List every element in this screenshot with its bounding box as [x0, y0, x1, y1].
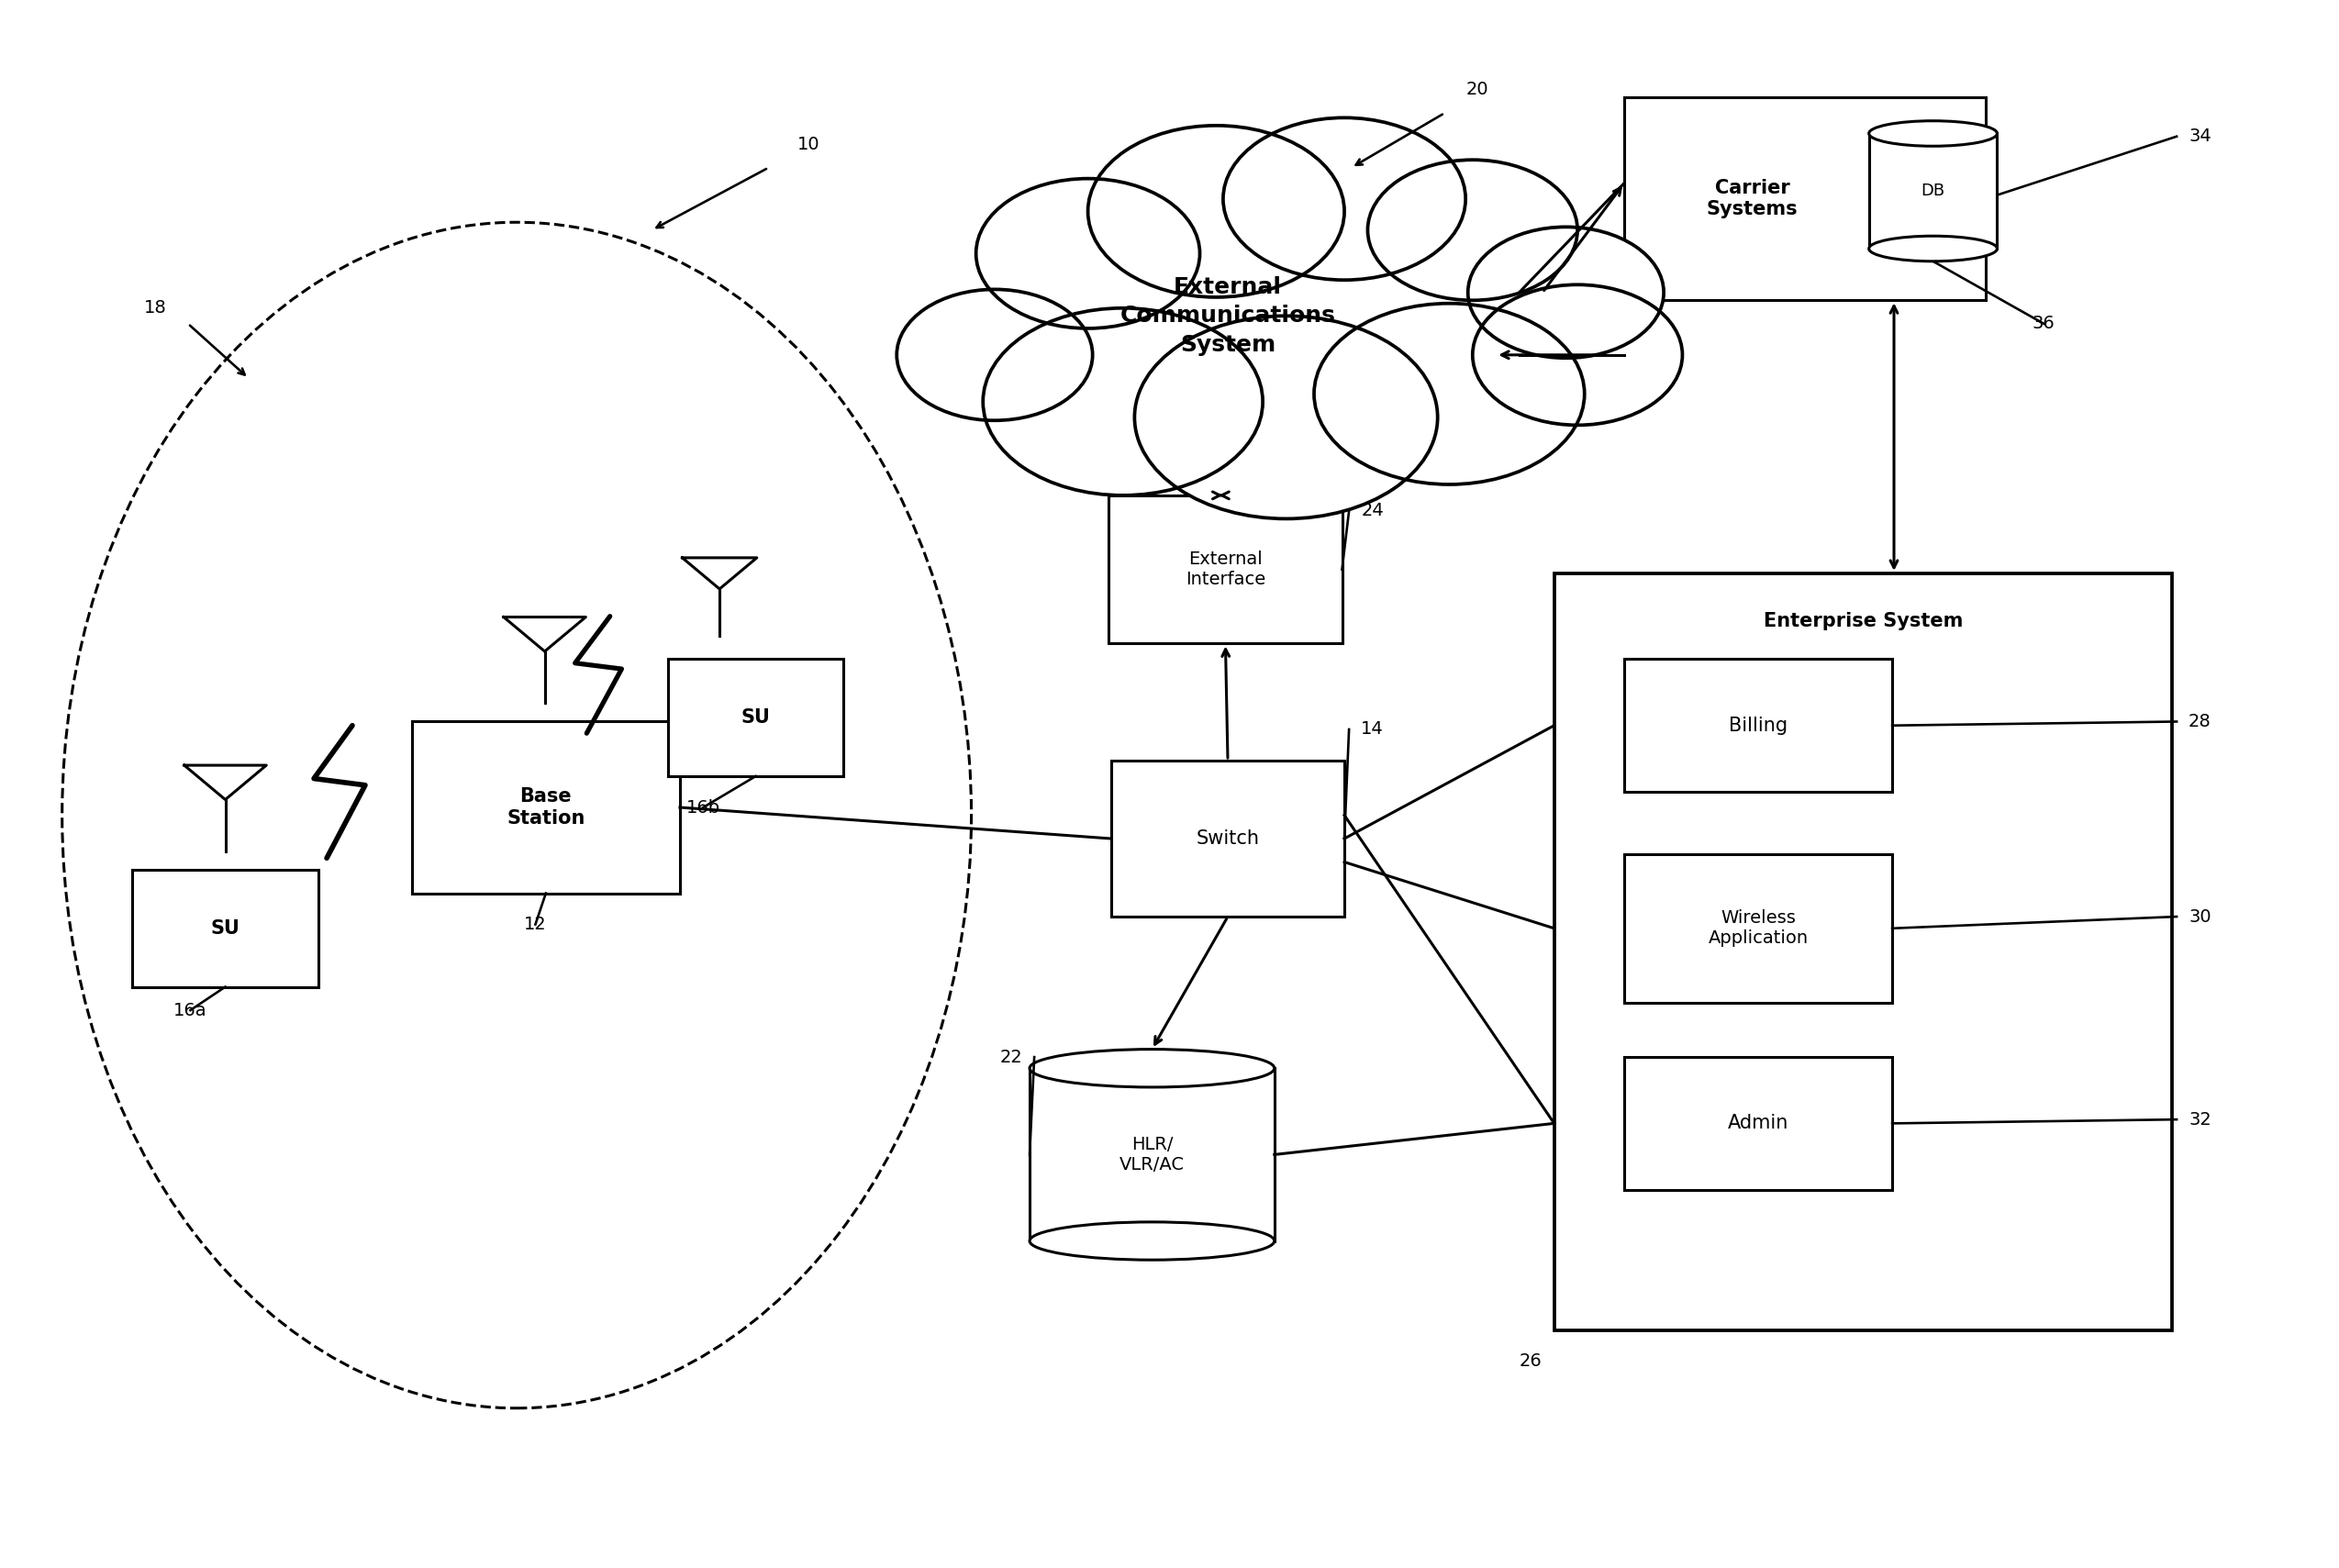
Text: 12: 12	[524, 916, 547, 933]
Ellipse shape	[1869, 121, 1998, 146]
Text: 30: 30	[2189, 908, 2210, 925]
Text: Base
Station: Base Station	[508, 787, 585, 828]
Circle shape	[982, 307, 1263, 495]
FancyBboxPatch shape	[1553, 574, 2173, 1330]
Text: Carrier
Systems: Carrier Systems	[1707, 179, 1799, 218]
Text: 26: 26	[1520, 1353, 1541, 1370]
Circle shape	[1223, 118, 1467, 281]
Text: 32: 32	[2189, 1110, 2210, 1129]
FancyBboxPatch shape	[1029, 1068, 1275, 1240]
Circle shape	[1134, 315, 1438, 519]
Ellipse shape	[1029, 1049, 1275, 1087]
Text: External
Communications
System: External Communications System	[1120, 276, 1336, 356]
FancyBboxPatch shape	[669, 659, 842, 776]
Text: 22: 22	[999, 1049, 1022, 1066]
Text: 18: 18	[145, 299, 166, 317]
FancyBboxPatch shape	[131, 870, 318, 986]
Text: 36: 36	[2033, 315, 2056, 332]
Ellipse shape	[1869, 237, 1998, 262]
Polygon shape	[683, 558, 758, 590]
FancyBboxPatch shape	[1869, 133, 1998, 249]
Text: 28: 28	[2189, 713, 2210, 731]
FancyBboxPatch shape	[1623, 659, 1892, 792]
Polygon shape	[185, 765, 267, 800]
Circle shape	[975, 179, 1200, 328]
Text: 20: 20	[1467, 82, 1488, 99]
Text: SU: SU	[211, 919, 241, 938]
Ellipse shape	[1029, 1221, 1275, 1261]
Text: SU: SU	[741, 709, 770, 728]
Text: Billing: Billing	[1729, 717, 1787, 735]
Text: Admin: Admin	[1729, 1115, 1789, 1132]
Text: 34: 34	[2189, 127, 2210, 146]
Text: 16a: 16a	[173, 1002, 208, 1019]
Circle shape	[1474, 285, 1682, 425]
Text: 10: 10	[798, 135, 819, 154]
Text: HLR/
VLR/AC: HLR/ VLR/AC	[1120, 1135, 1184, 1173]
FancyBboxPatch shape	[412, 721, 681, 894]
Text: Switch: Switch	[1195, 829, 1258, 848]
Circle shape	[1469, 227, 1663, 358]
FancyBboxPatch shape	[1623, 97, 1986, 301]
Text: Wireless
Application: Wireless Application	[1707, 909, 1808, 947]
FancyBboxPatch shape	[1111, 760, 1345, 917]
Circle shape	[1088, 125, 1345, 298]
Text: DB: DB	[1920, 183, 1946, 199]
Text: External
Interface: External Interface	[1186, 550, 1265, 588]
FancyBboxPatch shape	[1109, 495, 1343, 643]
FancyBboxPatch shape	[1623, 855, 1892, 1002]
Circle shape	[1368, 160, 1576, 301]
Text: 16b: 16b	[685, 798, 720, 815]
Text: 24: 24	[1361, 502, 1385, 519]
Polygon shape	[503, 618, 585, 651]
Text: 14: 14	[1361, 721, 1385, 739]
Circle shape	[1315, 304, 1584, 485]
Circle shape	[896, 290, 1092, 420]
FancyBboxPatch shape	[1623, 1057, 1892, 1190]
Text: Enterprise System: Enterprise System	[1764, 613, 1962, 630]
